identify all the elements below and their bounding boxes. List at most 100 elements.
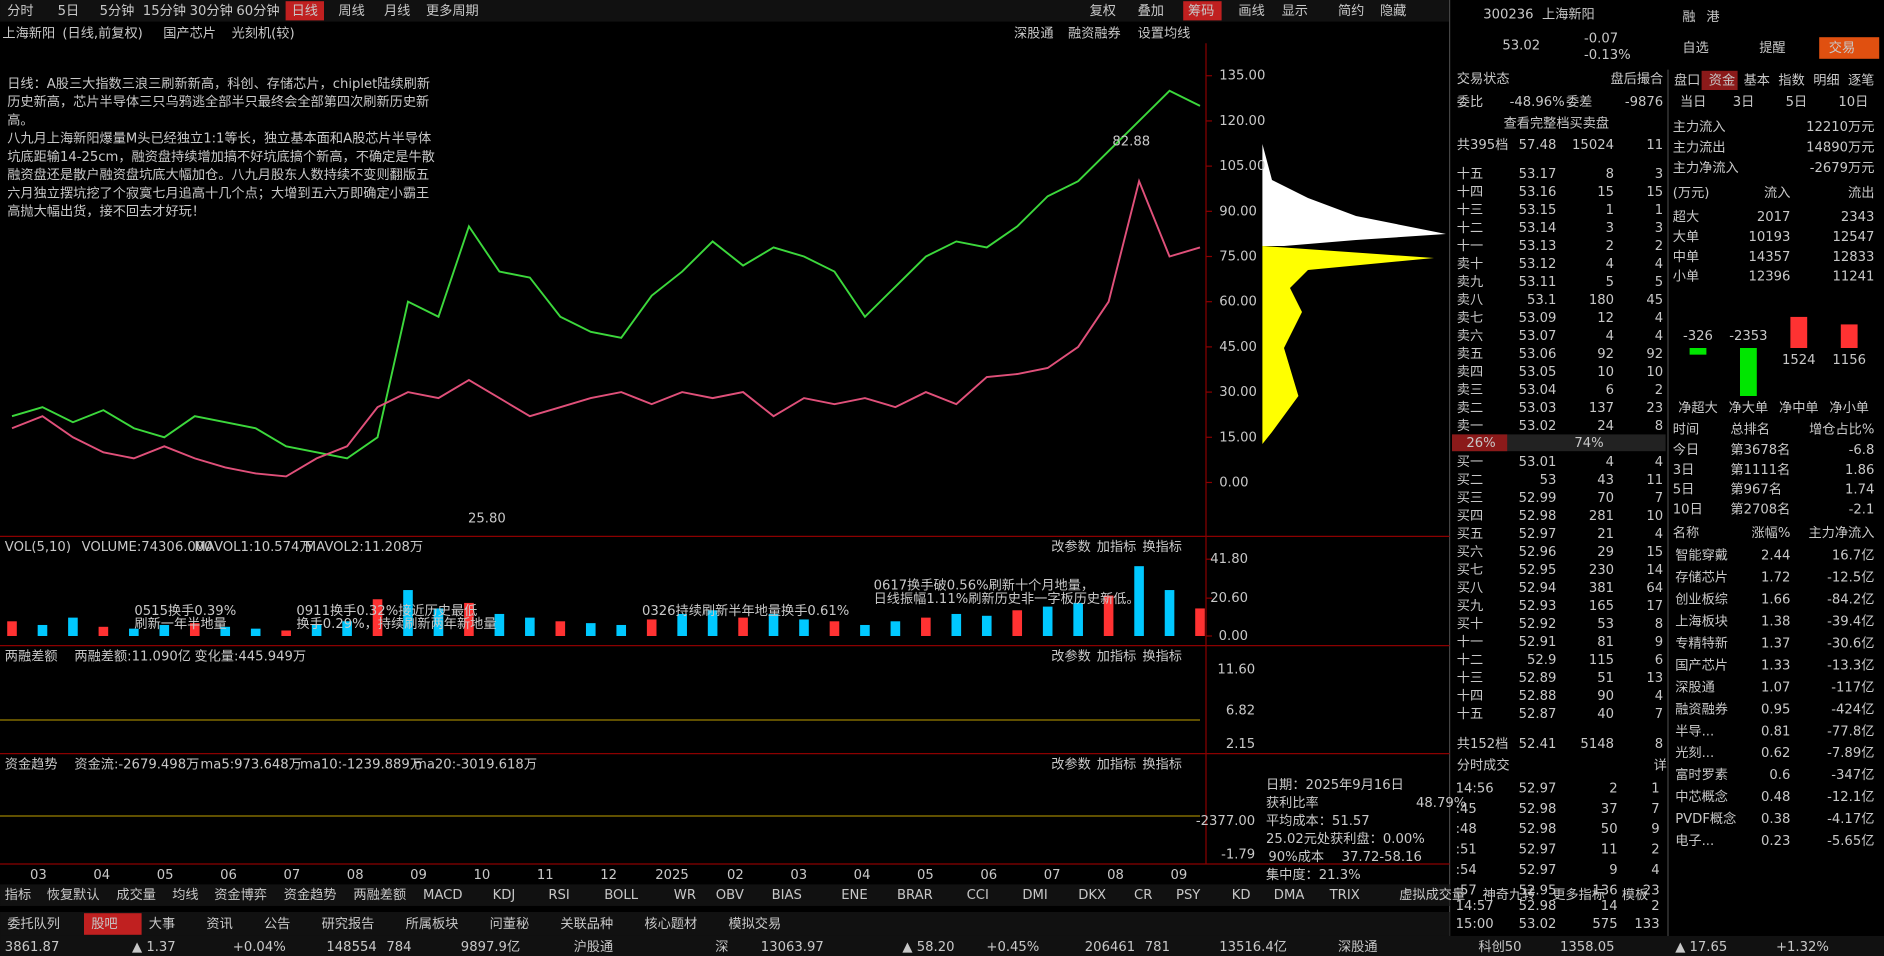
sector-name[interactable]: 存储芯片 (1675, 570, 1728, 586)
tab[interactable]: 10日 (1838, 95, 1868, 110)
link[interactable]: 设置均线 (1138, 26, 1191, 42)
panel-button[interactable]: 改参数 (1051, 538, 1091, 555)
panel-button[interactable]: 改参数 (1051, 647, 1091, 664)
indicator-tab[interactable]: RSI (548, 888, 569, 903)
link[interactable]: 融资融券 (1068, 26, 1121, 42)
toolbar-button[interactable]: 60分钟 (236, 2, 279, 19)
toolbar-button[interactable]: 叠加 (1138, 3, 1164, 19)
sector-name[interactable]: 富时罗素 (1675, 766, 1728, 783)
tab[interactable]: 当日 (1680, 94, 1706, 110)
tab[interactable]: 5日 (1786, 95, 1808, 110)
panel-button[interactable]: 换指标 (1142, 539, 1182, 555)
indicator-tab[interactable]: OBV (716, 888, 744, 903)
toolbar-button[interactable]: 更多周期 (426, 2, 479, 19)
button[interactable]: 详 (1654, 758, 1667, 774)
bottom-tab[interactable]: 模拟交易 (728, 915, 781, 932)
link[interactable]: 查看完整档买卖盘 (1504, 115, 1610, 132)
sector-name[interactable]: PVDF概念 (1675, 810, 1736, 827)
sector-name[interactable]: 创业板综 (1675, 592, 1728, 608)
button[interactable]: 交易 (1829, 39, 1855, 56)
sector-name[interactable]: 深股通 (1675, 679, 1715, 695)
bottom-tab[interactable]: 股吧 (91, 917, 117, 932)
toolbar-button[interactable]: 画线 (1238, 3, 1264, 19)
toolbar-button[interactable]: 15分钟 (143, 2, 186, 19)
toolbar-button[interactable]: 周线 (338, 3, 364, 19)
badge[interactable]: 融 (1682, 9, 1695, 25)
toolbar-button[interactable]: 月线 (384, 3, 410, 19)
indicator-tab[interactable]: DMI (1022, 888, 1047, 903)
badge[interactable]: 港 (1706, 9, 1719, 25)
panel-button[interactable]: 加指标 (1097, 756, 1137, 772)
indicator-tab[interactable]: BRAR (897, 888, 933, 903)
tab[interactable]: 盘口 (1674, 71, 1700, 88)
sector-name[interactable]: 电子... (1675, 833, 1714, 849)
tab[interactable]: 明细 (1813, 72, 1839, 88)
indicator-tab[interactable]: 成交量 (116, 886, 156, 903)
tab[interactable]: 3日 (1733, 95, 1755, 110)
link[interactable]: 深股通 (1014, 26, 1054, 42)
tab[interactable]: 指数 (1778, 72, 1804, 88)
bottom-tab[interactable]: 委托队列 (7, 916, 60, 932)
bottom-tab[interactable]: 关联品种 (560, 916, 613, 932)
bottom-tab[interactable]: 大事 (149, 916, 175, 932)
indicator-tab[interactable]: ENE (841, 888, 868, 903)
toolbar-button[interactable]: 显示 (1282, 4, 1308, 19)
toolbar-button[interactable]: 5分钟 (100, 2, 135, 19)
indicator-tab[interactable]: BOLL (604, 888, 639, 903)
trade-button[interactable] (1819, 37, 1880, 59)
toolbar-button[interactable]: 分时 (7, 3, 33, 19)
indicator-tab[interactable]: 神奇九转 (1483, 886, 1536, 903)
indicator-tab[interactable]: WR (674, 888, 696, 903)
toolbar-button[interactable]: 筹码 (1188, 2, 1214, 19)
panel-button[interactable]: 换指标 (1142, 756, 1182, 772)
bottom-tab[interactable]: 问董秘 (490, 916, 530, 932)
bottom-tab[interactable]: 公告 (264, 916, 290, 932)
panel-button[interactable]: 改参数 (1051, 755, 1091, 772)
panel-button[interactable]: 换指标 (1142, 648, 1182, 664)
bottom-tab[interactable]: 所属板块 (406, 916, 459, 932)
indicator-tab[interactable]: CR (1134, 888, 1152, 903)
indicator-tab[interactable]: KDJ (493, 888, 516, 903)
bottom-tab[interactable]: 资讯 (206, 916, 232, 932)
toolbar-button[interactable]: 5日 (58, 4, 80, 19)
indicator-tab[interactable]: DMA (1274, 888, 1305, 903)
sector-name[interactable]: 智能穿戴 (1675, 548, 1728, 564)
sector-name[interactable]: 专精特新 (1675, 635, 1728, 651)
toolbar-button[interactable]: 日线 (292, 3, 318, 19)
indicator-tab[interactable]: 均线 (172, 887, 198, 903)
toolbar-button[interactable]: 隐藏 (1380, 3, 1406, 19)
indicator-tab[interactable]: BIAS (772, 888, 802, 903)
button[interactable]: 自选 (1682, 40, 1708, 56)
bottom-tab[interactable]: 研究报告 (322, 916, 375, 932)
sector-name[interactable]: 中芯概念 (1675, 788, 1728, 805)
indicator-tab[interactable]: DKX (1078, 888, 1106, 903)
button[interactable]: 提醒 (1759, 40, 1785, 56)
indicator-tab[interactable]: 资金趋势 (284, 887, 337, 903)
sector-name[interactable]: 上海板块 (1675, 613, 1728, 629)
tab[interactable]: 资金 (1709, 72, 1735, 88)
tab[interactable]: 逐笔 (1848, 72, 1874, 88)
indicator-tab[interactable]: 更多指标 (1552, 886, 1605, 903)
indicator-tab[interactable]: 资金博弈 (214, 887, 267, 903)
tab[interactable]: 基本 (1744, 72, 1770, 88)
indicator-tab[interactable]: 虚拟成交量 (1399, 886, 1465, 903)
sector-name[interactable]: 光刻... (1675, 745, 1714, 761)
indicator-tab[interactable]: 指标 (5, 887, 31, 903)
bottom-tab[interactable]: 核心题材 (644, 916, 697, 932)
panel-button[interactable]: 加指标 (1097, 539, 1137, 555)
panel-button[interactable]: 加指标 (1097, 648, 1137, 664)
toolbar-button[interactable]: 简约 (1338, 2, 1364, 19)
sector-name[interactable]: 融资融券 (1675, 701, 1728, 717)
indicator-tab[interactable]: 两融差额 (353, 887, 406, 903)
indicator-tab[interactable]: 模板 (1622, 887, 1648, 903)
indicator-tab[interactable]: PSY (1176, 888, 1201, 903)
indicator-tab[interactable]: 恢复默认 (47, 887, 100, 903)
indicator-tab[interactable]: CCI (967, 888, 989, 903)
toolbar-button[interactable]: 30分钟 (190, 2, 233, 19)
indicator-tab[interactable]: MACD (423, 888, 463, 903)
toolbar-button[interactable]: 复权 (1090, 2, 1116, 19)
indicator-tab[interactable]: TRIX (1329, 888, 1360, 903)
indicator-tab[interactable]: KD (1232, 888, 1251, 903)
sector-name[interactable]: 半导... (1675, 723, 1714, 739)
sector-name[interactable]: 国产芯片 (1675, 657, 1728, 673)
